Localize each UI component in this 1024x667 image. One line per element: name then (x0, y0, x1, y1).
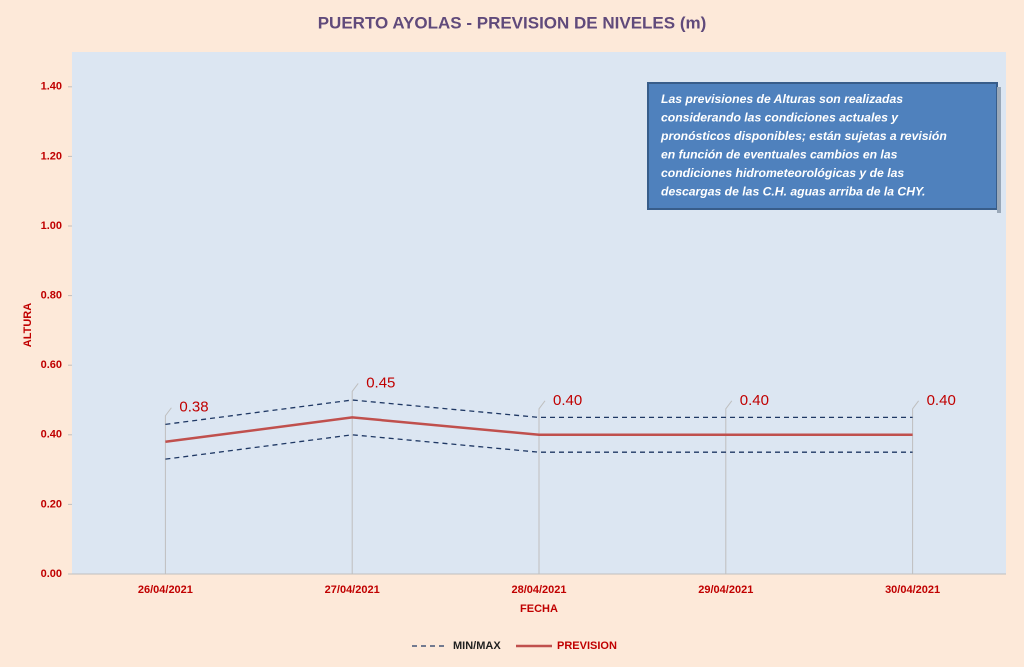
label-leader (351, 383, 359, 574)
x-tick-label: 28/04/2021 (511, 584, 566, 596)
data-label: 0.40 (553, 392, 582, 409)
label-leader (538, 400, 546, 574)
x-tick-label: 27/04/2021 (325, 584, 380, 596)
y-tick-label: 1.20 (41, 150, 62, 162)
data-label: 0.38 (179, 399, 208, 416)
label-leader (164, 407, 172, 574)
chart-title: PUERTO AYOLAS - PREVISION DE NIVELES (m) (318, 13, 707, 32)
annotation-text: condiciones hidrometeorológicas y de las (661, 166, 904, 180)
annotation-shadow (997, 87, 1001, 213)
data-label: 0.40 (740, 392, 769, 409)
series-line-lower (165, 434, 913, 460)
y-tick-label: 1.00 (41, 220, 62, 232)
x-tick-label: 29/04/2021 (698, 584, 753, 596)
y-tick-label: 0.00 (41, 568, 62, 580)
label-leader (725, 400, 733, 574)
y-tick-label: 0.40 (41, 429, 62, 441)
label-leader (912, 400, 919, 574)
annotation-text: en función de eventuales cambios en las (661, 148, 898, 162)
legend-label: MIN/MAX (453, 640, 501, 652)
annotation-text: Las previsiones de Alturas son realizada… (661, 92, 903, 106)
annotation-text: pronósticos disponibles; están sujetas a… (660, 129, 947, 143)
series-line (165, 416, 913, 443)
y-axis-label: ALTURA (22, 303, 34, 347)
x-tick-label: 30/04/2021 (885, 584, 940, 596)
data-label: 0.40 (927, 392, 956, 409)
y-tick-label: 0.60 (41, 359, 62, 371)
legend-label: PREVISION (557, 640, 617, 652)
annotation-box (647, 82, 998, 210)
y-tick-label: 1.40 (41, 81, 62, 93)
y-tick-label: 0.20 (41, 498, 62, 510)
x-tick-label: 26/04/2021 (138, 584, 193, 596)
annotation-text: descargas de las C.H. aguas arriba de la… (661, 185, 925, 199)
x-axis-label: FECHA (520, 603, 558, 615)
annotation-text: considerando las condiciones actuales y (661, 111, 899, 125)
data-label: 0.45 (366, 374, 395, 391)
series-line (165, 399, 913, 426)
y-tick-label: 0.80 (41, 290, 62, 302)
